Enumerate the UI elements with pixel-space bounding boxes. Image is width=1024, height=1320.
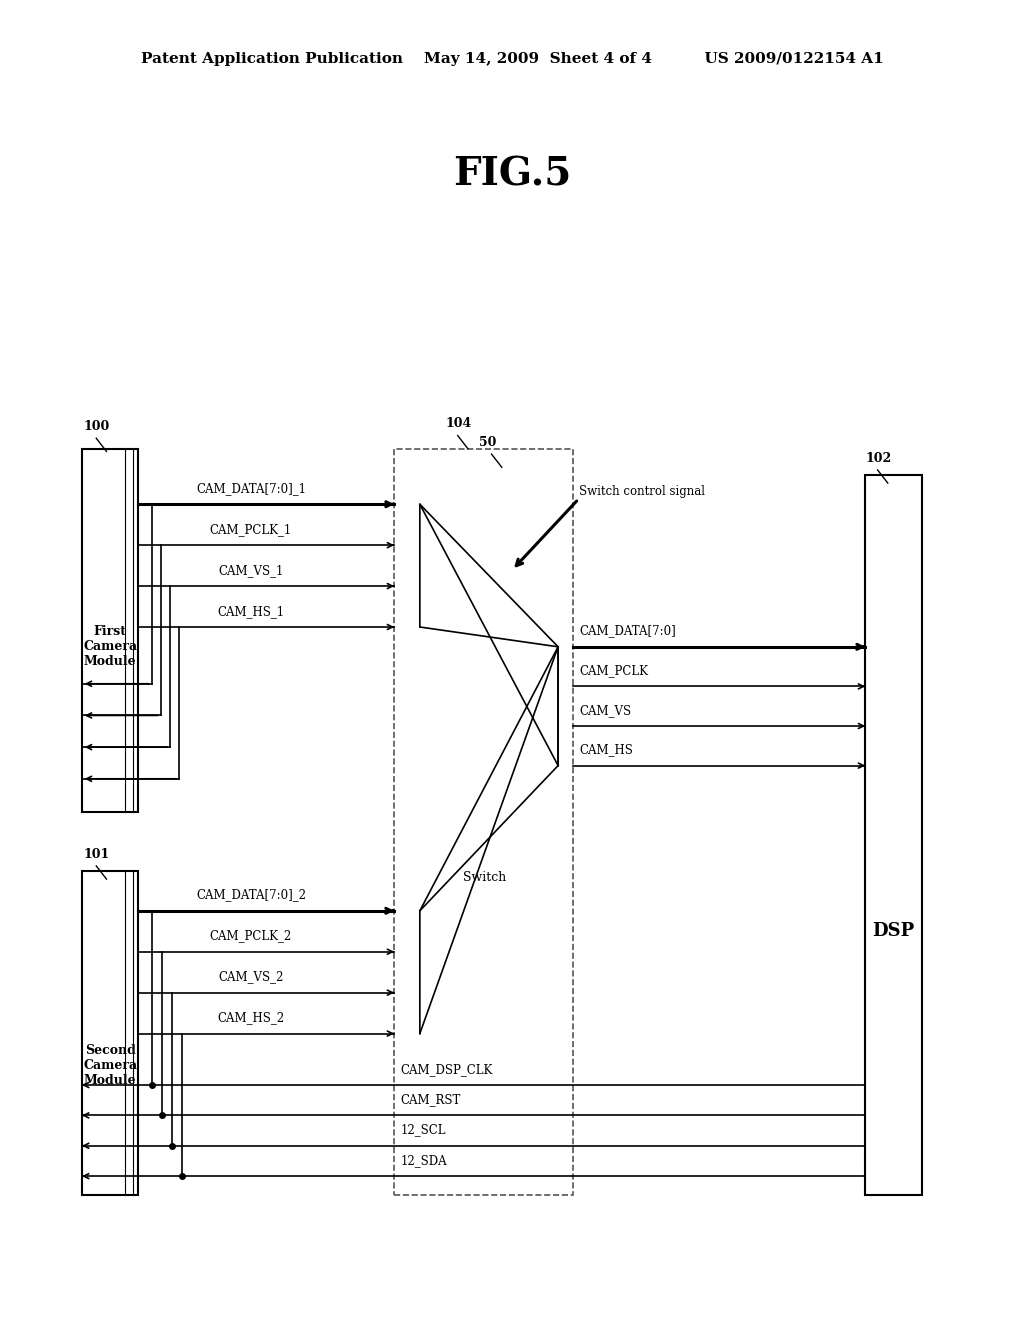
Text: CAM_VS_1: CAM_VS_1: [218, 564, 284, 577]
Text: Second
Camera
Module: Second Camera Module: [83, 1044, 137, 1086]
Text: CAM_PCLK_2: CAM_PCLK_2: [210, 929, 292, 942]
Text: Switch control signal: Switch control signal: [579, 484, 705, 498]
Text: CAM_DATA[7:0]_2: CAM_DATA[7:0]_2: [196, 888, 306, 902]
Text: CAM_HS_2: CAM_HS_2: [217, 1011, 285, 1024]
Text: 102: 102: [865, 451, 892, 465]
Text: CAM_DATA[7:0]_1: CAM_DATA[7:0]_1: [196, 482, 306, 495]
Bar: [82, 871, 138, 1195]
Bar: [394, 449, 573, 1195]
Text: First
Camera
Module: First Camera Module: [83, 626, 137, 668]
Text: 101: 101: [84, 847, 111, 861]
Text: Patent Application Publication    May 14, 2009  Sheet 4 of 4          US 2009/01: Patent Application Publication May 14, 2…: [140, 53, 884, 66]
Bar: [865, 475, 922, 1195]
Text: CAM_DSP_CLK: CAM_DSP_CLK: [400, 1063, 493, 1076]
Text: FIG.5: FIG.5: [453, 156, 571, 193]
Text: DSP: DSP: [872, 921, 914, 940]
Text: 12_SDA: 12_SDA: [400, 1154, 447, 1167]
Text: CAM_RST: CAM_RST: [400, 1093, 461, 1106]
Text: CAM_VS_2: CAM_VS_2: [218, 970, 284, 983]
Text: CAM_PCLK: CAM_PCLK: [580, 664, 648, 677]
Text: Switch: Switch: [463, 871, 506, 884]
Text: CAM_VS: CAM_VS: [580, 704, 632, 717]
Text: CAM_PCLK_1: CAM_PCLK_1: [210, 523, 292, 536]
Text: 104: 104: [445, 417, 472, 430]
Text: 100: 100: [84, 420, 111, 433]
Text: 12_SCL: 12_SCL: [400, 1123, 445, 1137]
Text: CAM_HS_1: CAM_HS_1: [217, 605, 285, 618]
Text: CAM_DATA[7:0]: CAM_DATA[7:0]: [580, 624, 676, 638]
Text: 50: 50: [479, 436, 497, 449]
Text: CAM_HS: CAM_HS: [580, 743, 634, 756]
Bar: [82, 449, 138, 812]
